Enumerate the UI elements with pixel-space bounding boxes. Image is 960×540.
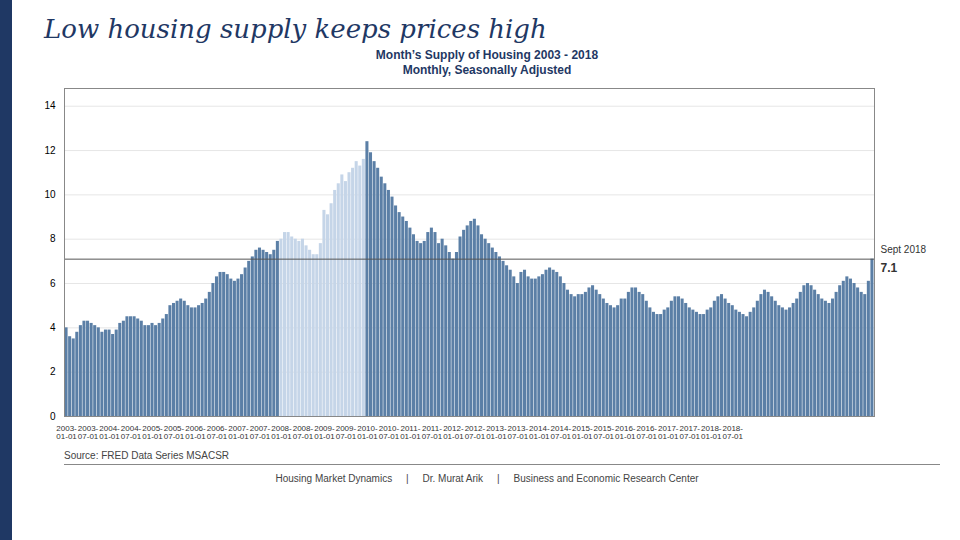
- svg-text:2015-07-01: 2015-07-01: [594, 424, 615, 441]
- svg-text:2007-07-01: 2007-07-01: [250, 424, 271, 441]
- svg-text:2009-07-01: 2009-07-01: [336, 424, 357, 441]
- svg-text:2010-01-01: 2010-01-01: [357, 424, 378, 441]
- svg-text:Sept 2018: Sept 2018: [881, 244, 927, 255]
- svg-text:8: 8: [50, 233, 56, 244]
- svg-text:2014-07-01: 2014-07-01: [551, 424, 572, 441]
- svg-text:10: 10: [44, 189, 56, 200]
- svg-text:14: 14: [44, 100, 56, 111]
- svg-text:2017-01-01: 2017-01-01: [658, 424, 679, 441]
- html-text:Monthly, Seasonally Adjusted: Monthly, Seasonally Adjusted: [402, 63, 572, 77]
- svg-text:2011-01-01: 2011-01-01: [400, 424, 421, 441]
- svg-text:2008-01-01: 2008-01-01: [271, 424, 292, 441]
- svg-text:2014-01-01: 2014-01-01: [529, 424, 550, 441]
- svg-text:2008-07-01: 2008-07-01: [293, 424, 314, 441]
- svg-text:2018-01-01: 2018-01-01: [701, 424, 722, 441]
- svg-text:2003-07-01: 2003-07-01: [78, 424, 99, 441]
- svg-text:2018-07-01: 2018-07-01: [723, 424, 744, 441]
- svg-text:4: 4: [50, 322, 56, 333]
- svg-text:2003-01-01: 2003-01-01: [56, 424, 77, 441]
- svg-text:2016-07-01: 2016-07-01: [637, 424, 658, 441]
- html-text:Month’s Supply of Housing 2003: Month’s Supply of Housing 2003 - 2018: [375, 48, 599, 62]
- svg-text:2005-01-01: 2005-01-01: [142, 424, 163, 441]
- svg-text:2: 2: [50, 366, 56, 377]
- svg-text:2011-07-01: 2011-07-01: [422, 424, 443, 441]
- svg-text:2009-01-01: 2009-01-01: [314, 424, 335, 441]
- svg-text:2006-01-01: 2006-01-01: [185, 424, 206, 441]
- svg-text:2004-01-01: 2004-01-01: [99, 424, 120, 441]
- svg-text:2015-01-01: 2015-01-01: [572, 424, 593, 441]
- svg-text:2006-07-01: 2006-07-01: [207, 424, 228, 441]
- html-text:Housing Market Dynamics | Dr.: Housing Market Dynamics | Dr. Murat Arik…: [275, 473, 699, 484]
- svg-text:2017-07-01: 2017-07-01: [680, 424, 701, 441]
- svg-text:2013-01-01: 2013-01-01: [486, 424, 507, 441]
- svg-text:2007-01-01: 2007-01-01: [228, 424, 249, 441]
- svg-text:2010-07-01: 2010-07-01: [379, 424, 400, 441]
- svg-text:2013-07-01: 2013-07-01: [508, 424, 529, 441]
- svg-text:2012-01-01: 2012-01-01: [443, 424, 464, 441]
- svg-text:2012-07-01: 2012-07-01: [465, 424, 486, 441]
- html-text:Source: FRED Data Series MSACS: Source: FRED Data Series MSACSR: [64, 450, 230, 461]
- svg-text:12: 12: [44, 145, 56, 156]
- svg-text:7.1: 7.1: [881, 261, 898, 275]
- svg-text:6: 6: [50, 278, 56, 289]
- svg-text:2005-07-01: 2005-07-01: [164, 424, 185, 441]
- html-text:Low housing supply keeps price: Low housing supply keeps prices high: [44, 14, 547, 44]
- svg-text:2004-07-01: 2004-07-01: [121, 424, 142, 441]
- svg-text:2016-01-01: 2016-01-01: [615, 424, 636, 441]
- svg-text:0: 0: [50, 411, 56, 422]
